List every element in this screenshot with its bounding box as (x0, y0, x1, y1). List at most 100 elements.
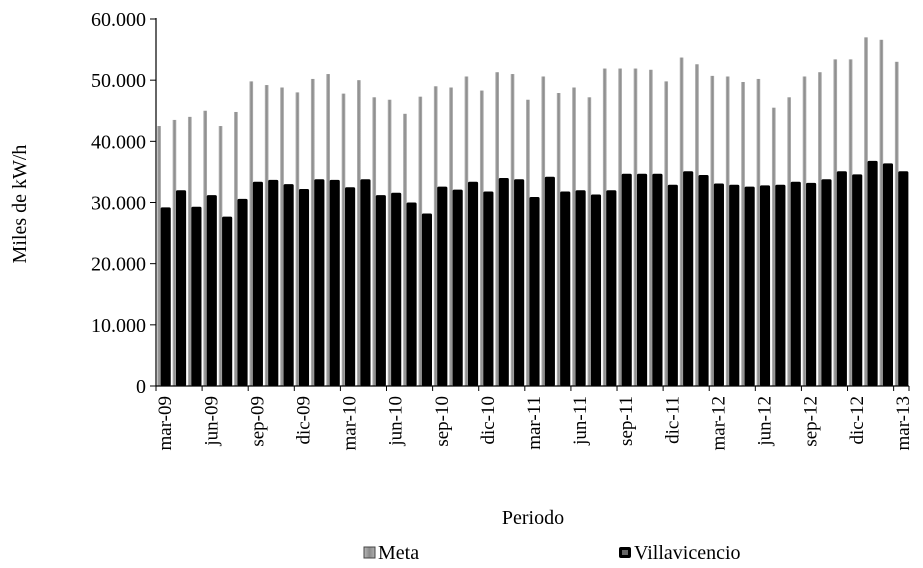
bar-villavicencio (636, 173, 648, 386)
y-tick-label: 10.000 (91, 315, 146, 337)
bar-meta (433, 86, 438, 387)
bar-villavicencio (421, 213, 432, 386)
bar-meta (249, 81, 254, 386)
x-tick-label: sep-09 (247, 396, 268, 447)
bar-villavicencio (206, 195, 217, 386)
bar-meta (848, 59, 853, 387)
bar-villavicencio (898, 171, 909, 386)
bar-meta (710, 75, 715, 386)
bar-villavicencio (222, 216, 233, 386)
y-tick-label: 0 (136, 376, 146, 398)
bar-villavicencio (836, 171, 847, 386)
bar-villavicencio (590, 194, 602, 386)
bar-villavicencio (314, 179, 325, 386)
bar-meta (264, 85, 269, 386)
bar-meta (572, 87, 576, 387)
x-axis-title: Periodo (502, 507, 564, 529)
x-tick-label: jun-10 (386, 396, 407, 447)
x-tick-label: mar-12 (708, 396, 729, 451)
bar-villavicencio (729, 184, 740, 386)
x-tick-label: mar-10 (340, 396, 361, 451)
bar-meta (372, 97, 377, 386)
bar-meta (418, 96, 423, 386)
bar-villavicencio (467, 181, 479, 386)
bar-villavicencio (406, 202, 417, 386)
bar-meta (618, 68, 622, 387)
bar-villavicencio (652, 173, 663, 386)
legend-item-villavicencio: Villavicencio (619, 542, 741, 564)
y-tick-label: 40.000 (91, 131, 146, 153)
bar-villavicencio (252, 181, 263, 386)
bar-meta (648, 69, 653, 386)
bar-villavicencio (437, 186, 448, 386)
bar-meta (449, 87, 453, 387)
bar-villavicencio (483, 191, 494, 386)
bar-meta (556, 93, 561, 387)
x-tick-label: sep-12 (801, 396, 822, 447)
bar-villavicencio (283, 184, 294, 386)
bar-meta (479, 90, 484, 386)
legend: Meta Villavicencio (363, 542, 741, 564)
x-tick-label: mar-13 (893, 396, 914, 451)
bar-villavicencio (268, 179, 279, 386)
x-tick-label: mar-11 (524, 396, 545, 450)
y-tick-label: 60.000 (91, 9, 146, 31)
bar-villavicencio (360, 179, 371, 386)
bar-meta (234, 111, 238, 387)
x-tick-label: jun-11 (570, 396, 591, 446)
bar-meta (633, 68, 638, 387)
bar-villavicencio (698, 174, 709, 386)
bar-villavicencio (160, 207, 171, 386)
y-tick-label: 20.000 (91, 254, 146, 276)
bar-villavicencio (806, 182, 817, 386)
bar-villavicencio (852, 174, 863, 386)
bar-meta (833, 59, 838, 387)
bar-villavicencio (621, 173, 632, 386)
x-axis-ticks: mar-09 jun-09 sep-09 dic-09 mar-10 jun-10 sep-… (155, 386, 914, 451)
bar-meta (818, 72, 822, 386)
bar-meta (771, 107, 776, 387)
bar-villavicencio (544, 176, 555, 386)
legend-label-villavicencio: Villavicencio (634, 542, 741, 564)
x-tick-label: dic-11 (662, 396, 683, 444)
legend-item-meta: Meta (363, 542, 419, 564)
legend-swatch-meta (363, 546, 376, 559)
x-tick-label: mar-09 (155, 396, 176, 451)
bar-villavicencio (237, 198, 248, 386)
bar-villavicencio (391, 192, 402, 386)
bar-villavicencio (867, 160, 878, 386)
bar-meta (695, 64, 699, 386)
bar-meta (756, 78, 761, 387)
bar-meta (664, 81, 669, 386)
bar-meta (357, 80, 361, 387)
bar-meta (295, 92, 300, 387)
bar-meta (280, 87, 284, 387)
bar-meta (541, 76, 546, 386)
bar-villavicencio (821, 179, 832, 386)
bar-villavicencio (452, 189, 463, 386)
bar-meta (894, 61, 899, 387)
bar-villavicencio (529, 196, 540, 386)
bar-meta (403, 113, 407, 386)
x-tick-label: jun-09 (201, 396, 222, 447)
bar-meta (341, 93, 346, 386)
bar-villavicencio (606, 190, 617, 386)
bar-meta (310, 78, 315, 387)
bar-meta (725, 76, 730, 386)
y-tick-label: 30.000 (91, 193, 146, 215)
bar-villavicencio (575, 190, 586, 386)
x-tick-label: dic-09 (294, 396, 315, 445)
y-axis-ticks: 0 10.000 20.000 30.000 40.000 50.000 60.000 (91, 9, 156, 398)
bar-villavicencio (560, 191, 571, 386)
x-tick-label: dic-10 (478, 396, 499, 445)
bar-villavicencio (514, 179, 525, 386)
bar-meta (526, 99, 530, 387)
bar-meta (464, 76, 469, 386)
bar-villavicencio (744, 186, 755, 386)
x-tick-label: dic-12 (847, 396, 868, 445)
bar-villavicencio (175, 190, 187, 386)
bar-meta (679, 57, 684, 386)
bar-villavicencio (191, 206, 202, 386)
bar-villavicencio (713, 183, 724, 386)
